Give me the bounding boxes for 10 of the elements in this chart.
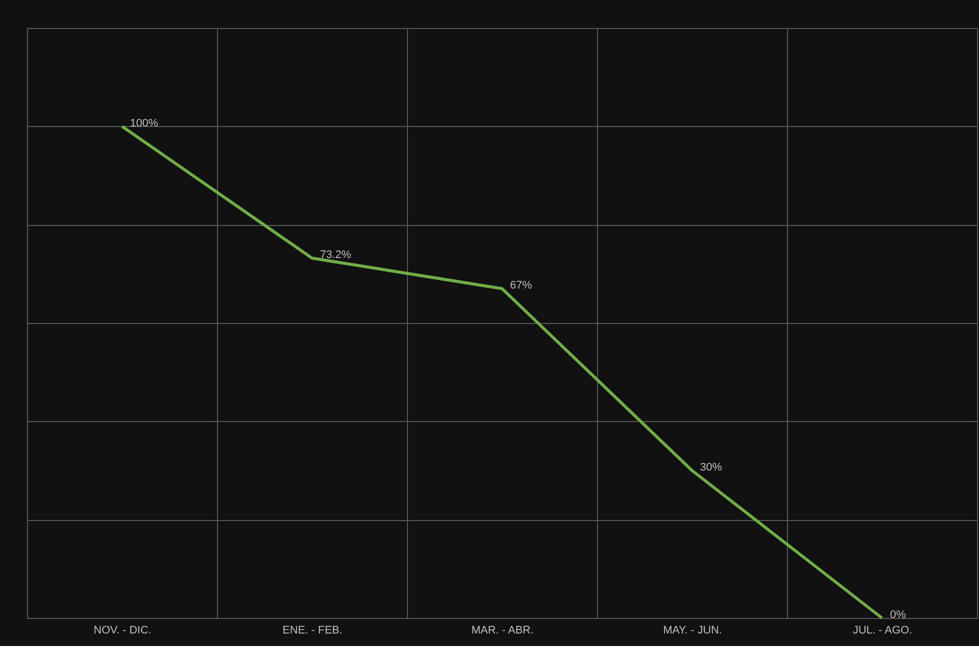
data-label: 73.2% — [320, 249, 352, 262]
x-tick-label: ENE. - FEB. — [282, 624, 342, 636]
data-label: 0% — [890, 609, 906, 621]
x-tick-label: NOV. - DIC. — [94, 624, 152, 636]
x-tick-label: MAR. - ABR. — [471, 624, 534, 636]
x-tick-label: JUL. - AGO. — [852, 624, 912, 636]
data-label: 30% — [700, 462, 722, 474]
data-label: 100% — [130, 117, 158, 130]
x-tick-label: MAY. - JUN. — [663, 624, 722, 636]
data-label: 67% — [510, 280, 532, 292]
